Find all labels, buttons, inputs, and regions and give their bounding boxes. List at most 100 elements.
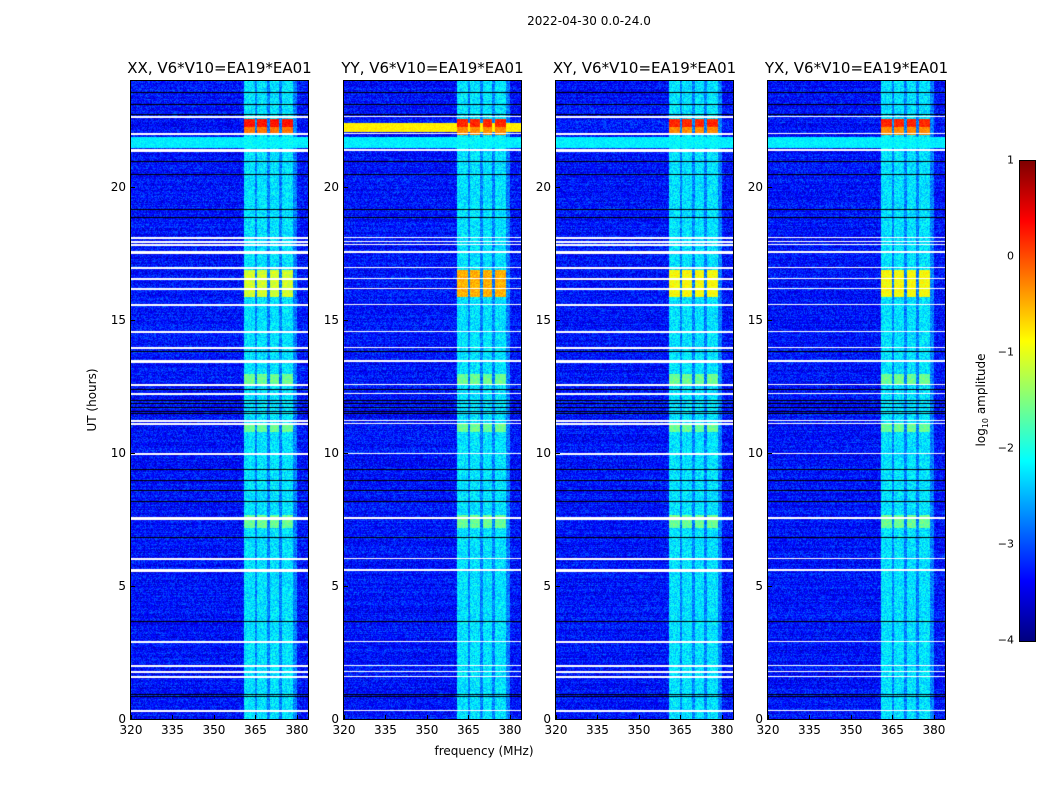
x-tick-mark: [213, 715, 215, 719]
y-tick-label-2-0: 0: [543, 712, 551, 726]
y-tick-mark: [131, 187, 135, 189]
y-tick-label-2-4: 20: [535, 180, 551, 195]
x-tick-mark: [556, 715, 557, 719]
y-tick-mark: [768, 586, 772, 588]
heatmap-1: [344, 81, 521, 719]
heatmap-0: [131, 81, 308, 719]
x-axis-label: frequency (MHz): [434, 744, 534, 758]
y-tick-label-0-0: 0: [118, 712, 126, 726]
y-tick-mark: [344, 453, 348, 455]
x-tick-mark: [255, 715, 257, 719]
y-tick-label-3-0: 0: [755, 712, 763, 726]
y-tick-mark: [344, 719, 348, 720]
colorbar-tick-label-1: 0: [1007, 249, 1014, 263]
y-axis-label: UT (hours): [85, 368, 99, 432]
y-tick-label-1-1: 5: [331, 579, 339, 594]
heatmap-panel-3: [767, 80, 946, 720]
colorbar-tick-label-4: −3: [997, 537, 1014, 551]
figure-title: 2022-04-30 0.0-24.0: [527, 14, 651, 28]
x-tick-label-1-2: 350: [415, 723, 439, 737]
y-tick-label-1-0: 0: [331, 712, 339, 726]
y-tick-label-0-2: 10: [110, 446, 126, 461]
y-tick-label-1-4: 20: [323, 180, 339, 195]
x-tick-mark: [385, 715, 387, 719]
x-tick-label-0-4: 380: [285, 723, 309, 737]
panel-title-1: YY, V6*V10=EA19*EA01: [341, 59, 524, 77]
x-tick-label-2-2: 350: [627, 723, 651, 737]
y-tick-label-0-4: 20: [110, 180, 126, 195]
x-tick-mark: [172, 715, 174, 719]
y-tick-label-2-1: 5: [543, 579, 551, 594]
y-tick-mark: [556, 719, 560, 720]
y-tick-label-1-2: 10: [323, 446, 339, 461]
x-tick-mark: [768, 715, 769, 719]
colorbar-label-suffix: amplitude: [973, 353, 988, 418]
colorbar-label-prefix: log: [973, 428, 988, 447]
x-tick-label-0-2: 350: [202, 723, 226, 737]
heatmap-panel-2: [555, 80, 734, 720]
y-tick-label-3-1: 5: [755, 579, 763, 594]
x-tick-mark: [131, 715, 132, 719]
x-tick-label-3-0: 320: [756, 723, 780, 737]
colorbar-tick-label-0: 1: [1007, 153, 1014, 167]
x-tick-label-1-0: 320: [332, 723, 356, 737]
x-tick-label-3-4: 380: [922, 723, 946, 737]
x-tick-mark: [721, 715, 723, 719]
y-tick-mark: [131, 453, 135, 455]
heatmap-2: [556, 81, 733, 719]
x-tick-mark: [509, 715, 511, 719]
panel-title-3: YX, V6*V10=EA19*EA01: [764, 59, 949, 77]
y-tick-label-0-3: 15: [110, 313, 126, 328]
x-tick-label-0-1: 335: [161, 723, 184, 737]
colorbar: [1019, 160, 1036, 642]
colorbar-tick-label-2: −1: [997, 345, 1014, 359]
heatmap-3: [768, 81, 945, 719]
x-tick-label-1-3: 365: [457, 723, 480, 737]
x-tick-label-1-1: 335: [374, 723, 397, 737]
x-tick-mark: [296, 715, 298, 719]
y-tick-label-3-3: 15: [747, 313, 763, 328]
y-tick-mark: [131, 586, 135, 588]
x-tick-label-2-3: 365: [669, 723, 692, 737]
x-tick-label-3-2: 350: [839, 723, 863, 737]
panel-title-0: XX, V6*V10=EA19*EA01: [127, 59, 312, 77]
colorbar-tick-label-5: −4: [997, 633, 1014, 647]
x-tick-label-3-3: 365: [881, 723, 904, 737]
y-tick-label-3-4: 20: [747, 180, 763, 195]
x-tick-label-2-0: 320: [544, 723, 568, 737]
x-tick-label-0-0: 320: [119, 723, 143, 737]
y-tick-mark: [131, 719, 135, 720]
x-tick-mark: [638, 715, 640, 719]
y-tick-label-2-2: 10: [535, 446, 551, 461]
y-tick-label-3-2: 10: [747, 446, 763, 461]
y-tick-mark: [768, 320, 772, 322]
y-tick-mark: [556, 187, 560, 189]
heatmap-panel-1: [343, 80, 522, 720]
x-tick-mark: [809, 715, 811, 719]
y-tick-mark: [556, 320, 560, 322]
y-tick-mark: [768, 719, 772, 720]
y-tick-label-0-1: 5: [118, 579, 126, 594]
x-tick-mark: [850, 715, 852, 719]
x-tick-mark: [680, 715, 682, 719]
panel-title-2: XY, V6*V10=EA19*EA01: [552, 59, 737, 77]
colorbar-tick-label-3: −2: [997, 441, 1014, 455]
y-tick-mark: [768, 187, 772, 189]
x-tick-label-2-4: 380: [710, 723, 734, 737]
y-tick-label-2-3: 15: [535, 313, 551, 328]
y-tick-mark: [556, 586, 560, 588]
x-tick-mark: [933, 715, 935, 719]
colorbar-label: log10 amplitude: [974, 354, 990, 447]
y-tick-mark: [768, 453, 772, 455]
y-tick-mark: [344, 586, 348, 588]
x-tick-mark: [892, 715, 894, 719]
y-tick-label-1-3: 15: [323, 313, 339, 328]
x-tick-mark: [468, 715, 470, 719]
heatmap-panel-0: [130, 80, 309, 720]
x-tick-mark: [344, 715, 345, 719]
y-tick-mark: [131, 320, 135, 322]
x-tick-label-2-1: 335: [586, 723, 609, 737]
x-tick-label-0-3: 365: [244, 723, 267, 737]
x-tick-mark: [426, 715, 428, 719]
